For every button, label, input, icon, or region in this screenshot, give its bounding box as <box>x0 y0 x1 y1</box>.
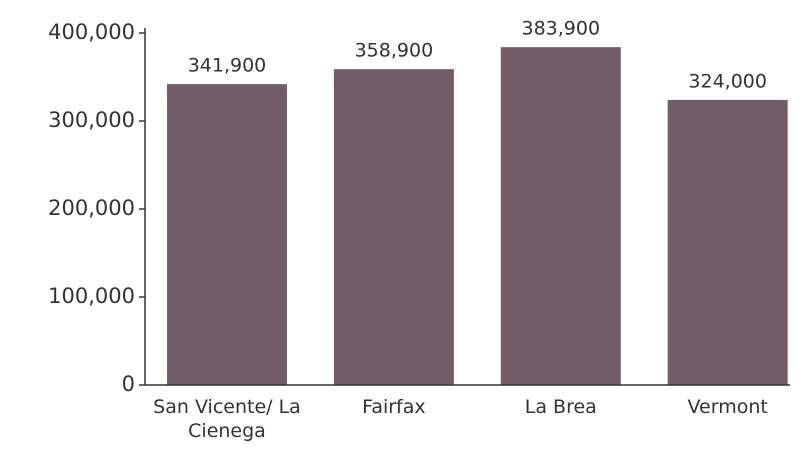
y-tick-label: 0 <box>122 372 135 396</box>
bar <box>667 99 788 385</box>
x-tick-label: La Brea <box>524 396 597 418</box>
bar <box>167 84 287 386</box>
x-tick-label: Fairfax <box>362 396 426 418</box>
x-tick-label: San Vicente/ La Cienega <box>153 396 301 442</box>
y-tick-label: 400,000 <box>48 20 135 44</box>
value-label: 383,900 <box>521 18 600 40</box>
value-label: 324,000 <box>688 70 767 92</box>
bar <box>333 69 454 385</box>
y-tick-label: 200,000 <box>48 196 135 220</box>
value-label: 341,900 <box>188 55 267 77</box>
y-tick-label: 100,000 <box>48 284 135 308</box>
bar <box>500 47 621 385</box>
y-tick-label: 300,000 <box>48 108 135 132</box>
value-label: 358,900 <box>355 40 434 62</box>
x-tick-label: Vermont <box>687 396 768 418</box>
